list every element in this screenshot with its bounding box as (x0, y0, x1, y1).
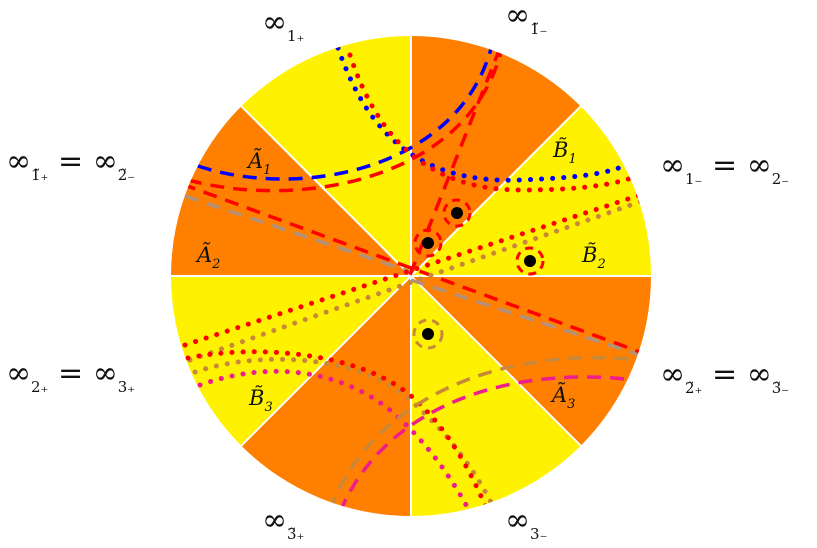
sector-5-6 (411, 276, 581, 516)
inf-bottom-right: ∞3₋ (505, 503, 547, 543)
magenta-dotted-arc (197, 368, 473, 515)
label-B2: B̃2 (581, 243, 606, 272)
inf-top-right: ∞1̃₋ (505, 0, 547, 38)
infinity-labels: ∞1₊ ∞1̃₋ ∞1̃₊ = ∞2̃₋ ∞1₋ = ∞2₋ ∞2₊ = ∞3₊… (6, 0, 789, 543)
inf-right-upper: ∞1₋ = ∞2₋ (660, 148, 789, 188)
sector-3-5 (411, 276, 651, 446)
disk-sectors (171, 36, 651, 516)
sector-6-7 (241, 276, 411, 516)
point-1 (442, 198, 472, 228)
blue-dashed-arc (197, 44, 494, 181)
marked-points (412, 198, 545, 350)
tan-dotted-arc (192, 356, 498, 513)
blue-dotted-arc (335, 45, 635, 183)
inf-left-upper: ∞1̃₊ = ∞2̃₋ (6, 144, 135, 184)
inf-right-lower: ∞2̃₊ = ∞3̃₋ (660, 357, 789, 397)
gray-dashed-ray-right (410, 278, 641, 357)
red-dashed-arc (187, 47, 504, 193)
gray-dashed-ray-left (184, 194, 412, 274)
sector-separators (171, 36, 651, 516)
red-dotted-ray (182, 192, 643, 348)
label-B3: B̃3 (248, 386, 273, 415)
label-A3: Ã3 (550, 383, 575, 412)
tan-dotted-ray (187, 197, 648, 363)
label-B1: B̃1 (552, 138, 577, 167)
point-4 (412, 318, 444, 350)
magenta-dashed-arc (338, 375, 636, 513)
red-dotted-bottom-arc (185, 349, 491, 515)
inf-left-lower: ∞2₊ = ∞3₊ (6, 356, 135, 396)
label-A1: Ã1 (246, 149, 271, 178)
label-A2: Ã2 (195, 243, 220, 272)
point-3 (515, 246, 545, 276)
inf-bottom-left: ∞3̃₊ (262, 503, 304, 543)
tan-dashed-arc (328, 355, 641, 511)
region-labels: Ã1 Ã2 Ã3 B̃1 B̃2 B̃3 (195, 138, 606, 415)
point-2 (413, 228, 443, 258)
red-dotted-arc (347, 52, 643, 193)
sector-7-9 (171, 276, 411, 446)
inf-top-left: ∞1₊ (262, 5, 304, 45)
